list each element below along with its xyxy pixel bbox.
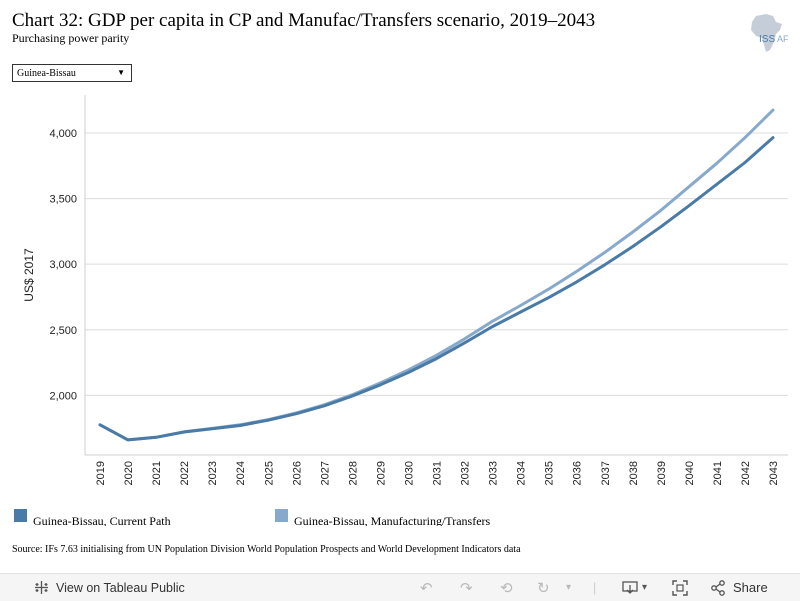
x-tick-label: 2032 bbox=[460, 461, 472, 485]
y-tick-label: 3,000 bbox=[49, 259, 77, 271]
x-tick-label: 2026 bbox=[291, 461, 303, 485]
redo-icon[interactable]: ↷ bbox=[460, 579, 473, 597]
x-tick-label: 2036 bbox=[572, 461, 584, 485]
series-line-manufacturing-transfers bbox=[98, 108, 775, 442]
legend-swatch-current-path bbox=[14, 509, 27, 522]
series-line-current-path bbox=[98, 136, 775, 442]
tableau-logo-icon bbox=[35, 581, 48, 594]
x-tick-label: 2028 bbox=[347, 461, 359, 485]
x-tick-label: 2022 bbox=[179, 461, 191, 485]
x-tick-label: 2021 bbox=[151, 461, 163, 485]
view-on-tableau-link[interactable]: View on Tableau Public bbox=[34, 574, 185, 601]
iss-africa-logo: ISS AF bbox=[751, 14, 789, 52]
refresh-menu-chevron-down-icon[interactable]: ▾ bbox=[566, 582, 572, 593]
refresh-icon[interactable]: ↻ bbox=[537, 579, 550, 597]
x-tick-label: 2038 bbox=[628, 461, 640, 485]
legend-label-manufacturing: Guinea-Bissau, Manufacturing/Transfers bbox=[294, 514, 491, 526]
x-tick-label: 2034 bbox=[516, 461, 528, 485]
x-tick-label: 2029 bbox=[375, 461, 387, 485]
fullscreen-icon[interactable] bbox=[672, 574, 688, 601]
country-select-value: Guinea-Bissau bbox=[17, 67, 76, 79]
x-tick-label: 2025 bbox=[263, 461, 275, 485]
legend-label-current-path: Guinea-Bissau, Current Path bbox=[33, 514, 171, 526]
x-tick-label: 2019 bbox=[95, 461, 107, 485]
y-axis-label: US$ 2017 bbox=[22, 248, 36, 302]
x-tick-label: 2020 bbox=[123, 461, 135, 485]
chevron-down-icon: ▼ bbox=[117, 68, 125, 77]
legend-item-current-path[interactable]: Guinea-Bissau, Current Path bbox=[14, 509, 171, 526]
y-tick-label: 3,500 bbox=[49, 194, 77, 206]
download-icon[interactable] bbox=[622, 574, 638, 601]
logo-suffix: AF bbox=[777, 34, 789, 44]
source-note: Source: IFs 7.63 initialising from UN Po… bbox=[12, 544, 521, 555]
x-tick-label: 2037 bbox=[600, 461, 612, 485]
share-icon bbox=[711, 579, 725, 596]
share-label: Share bbox=[733, 580, 768, 595]
view-on-tableau-label: View on Tableau Public bbox=[56, 580, 185, 595]
x-tick-label: 2031 bbox=[432, 461, 444, 485]
legend-swatch-manufacturing bbox=[275, 509, 288, 522]
x-tick-label: 2043 bbox=[768, 461, 780, 485]
x-tick-label: 2023 bbox=[207, 461, 219, 485]
x-tick-label: 2040 bbox=[684, 461, 696, 485]
y-tick-label: 4,000 bbox=[49, 128, 77, 140]
line-chart: 2,000 2,500 3,000 3,500 4,000 US$ 2017 2019 202… bbox=[22, 95, 788, 485]
y-tick-label: 2,000 bbox=[49, 390, 77, 402]
legend-item-manufacturing[interactable]: Guinea-Bissau, Manufacturing/Transfers bbox=[275, 509, 490, 526]
y-tick-label: 2,500 bbox=[49, 325, 77, 337]
x-tick-label: 2035 bbox=[544, 461, 556, 485]
x-tick-label: 2024 bbox=[235, 461, 247, 485]
x-tick-label: 2039 bbox=[656, 461, 668, 485]
x-tick-label: 2042 bbox=[740, 461, 752, 485]
toolbar-divider: | bbox=[593, 580, 597, 595]
country-select[interactable]: Guinea-Bissau ▼ bbox=[12, 64, 132, 82]
tableau-toolbar: View on Tableau Public ↶ ↷ ⟲ ↻ ▾ | ▾ Sha… bbox=[0, 573, 800, 601]
chart-title: Chart 32: GDP per capita in CP and Manuf… bbox=[12, 10, 596, 31]
download-menu-chevron-down-icon[interactable]: ▾ bbox=[642, 582, 648, 593]
chart-subtitle: Purchasing power parity bbox=[12, 31, 130, 45]
undo-icon[interactable]: ↶ bbox=[420, 579, 433, 597]
x-tick-label: 2030 bbox=[403, 461, 415, 485]
x-tick-label: 2041 bbox=[712, 461, 724, 485]
x-tick-label: 2027 bbox=[319, 461, 331, 485]
revert-icon[interactable]: ⟲ bbox=[500, 579, 513, 597]
share-button[interactable]: Share bbox=[710, 574, 768, 601]
x-tick-label: 2033 bbox=[488, 461, 500, 485]
logo-text: ISS bbox=[759, 34, 775, 45]
